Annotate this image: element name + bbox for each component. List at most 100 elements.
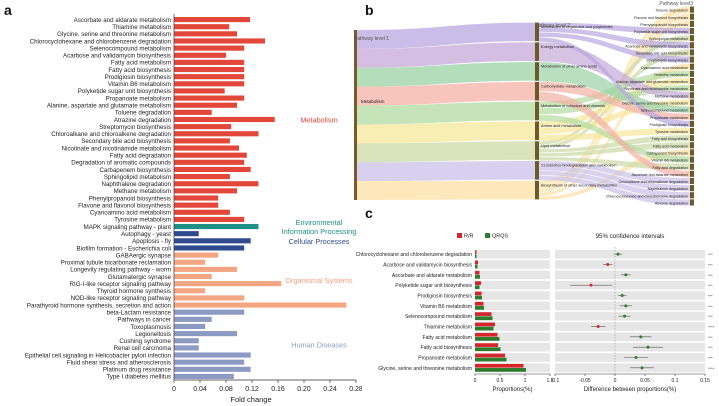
sankey-node-level3-label: Chlorocyclohexane and chlorobenzene degr… — [606, 194, 688, 198]
group-label-line: Cellular Processes — [289, 237, 350, 246]
sankey-node-level3-label: Alanine, aspartate and glutamate metabol… — [616, 80, 688, 84]
sankey-node-level3-label: Propanoate metabolism — [650, 116, 688, 120]
significance-label: *** — [708, 294, 713, 299]
sankey-node-level3 — [690, 85, 694, 92]
bar — [174, 209, 230, 215]
group-label: Organismal Systems — [285, 276, 353, 285]
row-band-right — [555, 249, 705, 259]
sankey-flow-l2-l3 — [539, 42, 690, 99]
bar-label: Pathways in cancer — [117, 317, 171, 324]
bar-label: Glutamatergic synapse — [108, 274, 172, 281]
bar-rr — [475, 363, 524, 368]
row-label: Chlorocyclohexane and chlorobenzene degr… — [356, 252, 473, 258]
sankey-node-level2 — [535, 121, 539, 141]
sankey-flow-l2-l3 — [539, 170, 690, 199]
sankey-flow-l1-l2 — [357, 180, 535, 200]
bar — [174, 52, 226, 58]
sankey-node-level3 — [690, 13, 694, 20]
sankey-node-level3 — [690, 77, 694, 85]
sankey-node-level3-label: Vitamin B6 metabolism — [651, 159, 688, 163]
bar — [174, 181, 259, 187]
row-band-left — [475, 363, 550, 373]
sankey-node-level3 — [690, 35, 694, 42]
row-label: Propanoate metabolism — [418, 356, 472, 362]
bar-label: Type I diabetes mellitus — [106, 374, 171, 381]
panel-b-letter: b — [365, 2, 374, 18]
bar-label: Selenocompound metabolism — [89, 45, 171, 52]
significance-label: *** — [708, 263, 713, 268]
sankey-node-level3 — [690, 6, 694, 13]
ci-point — [620, 294, 624, 297]
bar — [174, 81, 245, 87]
ci-point — [616, 252, 620, 256]
panel-a-letter: a — [4, 2, 12, 18]
bar — [174, 145, 239, 151]
bar-label: Platinum drug resistance — [103, 367, 172, 374]
bar-label: beta-Lactam resistance — [107, 309, 172, 316]
bar-label: RIG-I-like receptor signaling pathway — [70, 281, 172, 288]
bar — [174, 188, 238, 194]
bar-rr — [475, 343, 498, 347]
bar — [174, 295, 245, 301]
significance-label: *** — [708, 314, 713, 319]
bar-rr — [475, 353, 505, 358]
bar-qrqs — [475, 347, 501, 352]
ci-point — [634, 356, 638, 359]
row-band-right — [555, 291, 705, 300]
sankey-flow-l1-l2 — [357, 22, 535, 49]
sankey-flow-l2-l3 — [539, 161, 690, 185]
sankey-node-level3 — [690, 185, 694, 192]
ci-title: 95% confidence intervals — [596, 233, 665, 240]
bar-label: Nicotinate and nicotinamide metabolism — [62, 145, 171, 152]
right-x-tick-label: 0.1 — [672, 378, 679, 384]
sankey-node-level2-label: Energy metabolism — [541, 44, 574, 49]
panel-a-bar-chart: Ascorbate and aldarate metabolismThiamin… — [25, 14, 362, 404]
x-tick-label: 0.04 — [193, 386, 207, 393]
bar — [174, 216, 245, 222]
left-x-tick-label: 1 — [524, 378, 527, 384]
bar-label: Toluene degradation — [115, 110, 172, 117]
right-x-tick-label: -0.1 — [551, 378, 560, 384]
bar-rr — [475, 281, 481, 285]
bar-label: Cyanoamino acid metabolism — [90, 210, 171, 217]
sankey-node-level2-label: Amino acid metabolism — [541, 123, 581, 128]
bar-label: Flavone and flavonol biosynthesis — [78, 202, 171, 209]
bar-rr — [475, 291, 482, 296]
row-band-left — [475, 342, 550, 352]
sankey-node-level3-label: Fatty acid degradation — [652, 166, 688, 170]
sankey-node-level2-label: Carbohydrate metabolism — [541, 83, 586, 88]
sankey-level3-title: Pathway level3 — [659, 1, 693, 7]
row-band-left — [475, 270, 550, 280]
group-label: Cellular Processes — [289, 237, 350, 246]
row-band-left — [475, 280, 550, 290]
sankey-node-level3-label: Secondary bile acid biosynthesis — [636, 52, 688, 56]
group-label: Metabolism — [300, 115, 337, 124]
bar-qrqs — [475, 368, 526, 372]
bar-label: Epithelial cell signaling in Helicobacte… — [25, 352, 172, 359]
sankey-node-level3-label: Cyanoamino acid metabolism — [641, 66, 688, 70]
sankey-flow-l2-l3 — [539, 62, 690, 113]
bar-label: MAPK signaling pathway - plant — [84, 224, 172, 231]
bar-rr — [475, 270, 480, 275]
bar — [174, 131, 259, 137]
bar — [174, 102, 238, 108]
row-label: Thiamine metabolism — [424, 325, 472, 331]
sankey-node-level1 — [354, 30, 357, 200]
ci-point — [623, 314, 627, 318]
bar-label: Renal cell carcinoma — [114, 345, 172, 352]
bar-label: Vitamin B6 metabolism — [108, 81, 171, 88]
bar-label: Thiamine metabolism — [112, 24, 171, 31]
bar-label: Apoptosis - fly — [132, 238, 172, 245]
ci-point — [596, 325, 600, 328]
bar — [174, 245, 245, 251]
sankey-flow-l2-l3 — [539, 32, 690, 63]
bar-label: Toxoplasmosis — [130, 324, 171, 331]
sankey-node-level3 — [690, 156, 694, 163]
bar-label: Ascorbate and aldarate metabolism — [74, 17, 171, 24]
bar — [174, 38, 265, 44]
bar-label: Glycine, serine and threonine metabolism — [57, 31, 171, 38]
bar — [174, 202, 219, 208]
bar — [174, 231, 199, 237]
ci-point — [624, 304, 628, 308]
bar-label: Tyrosine metabolism — [114, 217, 171, 224]
